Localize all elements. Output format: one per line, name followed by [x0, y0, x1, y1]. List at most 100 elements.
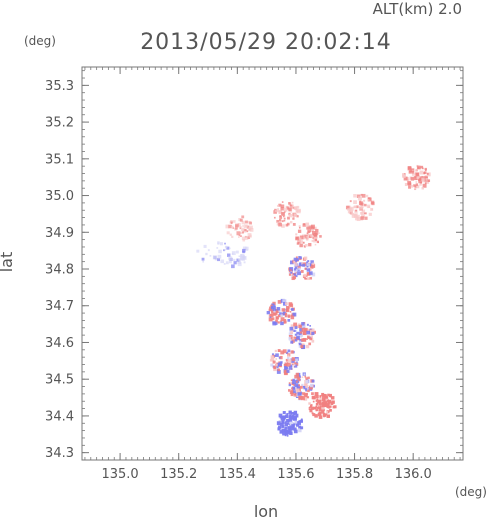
data-cell — [270, 310, 275, 314]
data-cell — [278, 413, 283, 418]
data-cell — [411, 170, 414, 174]
data-cell — [269, 358, 273, 362]
data-cell — [329, 395, 332, 398]
data-cell — [289, 267, 294, 272]
data-cell — [285, 308, 290, 313]
data-cell — [299, 235, 304, 240]
data-field — [196, 164, 431, 437]
data-cell — [207, 249, 210, 252]
data-cell — [209, 254, 212, 257]
data-cell — [293, 322, 298, 327]
data-cell — [277, 368, 281, 372]
data-cell — [408, 185, 412, 189]
x-unit-label: (deg) — [455, 485, 487, 499]
data-cell — [288, 213, 293, 218]
data-cell — [281, 425, 285, 428]
data-cell — [310, 228, 314, 232]
data-cell — [293, 427, 297, 431]
data-cell — [269, 313, 273, 317]
data-cell — [311, 412, 314, 415]
data-cell — [302, 223, 306, 227]
data-cell — [330, 402, 334, 406]
data-cell — [205, 252, 208, 256]
data-cell — [288, 382, 291, 385]
data-cell — [220, 259, 225, 264]
data-cell — [321, 403, 326, 408]
data-region — [345, 193, 375, 222]
data-cell — [299, 262, 303, 266]
data-cell — [355, 209, 357, 212]
data-cell — [280, 317, 285, 322]
data-cell — [283, 320, 287, 324]
data-cell — [292, 378, 295, 382]
data-cell — [294, 326, 298, 330]
data-cell — [306, 261, 308, 264]
data-cell — [278, 362, 282, 366]
data-cell — [274, 349, 277, 353]
data-cell — [294, 271, 298, 276]
data-cell — [309, 277, 313, 280]
data-cell — [288, 418, 293, 422]
data-cell — [283, 418, 286, 421]
data-cell — [286, 207, 289, 210]
data-cell — [299, 419, 303, 423]
data-cell — [282, 411, 286, 415]
data-cell — [293, 423, 296, 426]
data-cell — [294, 213, 297, 216]
data-cell — [295, 380, 298, 383]
data-cell — [243, 224, 248, 229]
data-cell — [303, 397, 308, 401]
data-cell — [270, 305, 274, 309]
data-cell — [284, 421, 287, 424]
data-cell — [282, 301, 287, 306]
data-cell — [237, 222, 241, 227]
data-cell — [420, 165, 424, 169]
y-tick-label: 35.2 — [45, 116, 74, 131]
data-cell — [269, 306, 273, 310]
data-cell — [311, 331, 315, 335]
data-cell — [237, 260, 242, 264]
data-cell — [290, 324, 295, 329]
data-cell — [315, 399, 318, 402]
data-cell — [288, 429, 291, 432]
data-cell — [306, 396, 310, 399]
data-cell — [305, 222, 310, 227]
data-cell — [303, 223, 305, 225]
data-cell — [418, 179, 423, 184]
data-cell — [290, 340, 294, 344]
data-cell — [236, 231, 241, 236]
data-cell — [293, 257, 297, 261]
data-cell — [421, 187, 424, 190]
data-cell — [299, 240, 303, 244]
data-cell — [287, 419, 290, 423]
data-cell — [273, 367, 277, 372]
data-cell — [297, 271, 302, 276]
data-cell — [402, 174, 406, 178]
data-cell — [305, 277, 307, 280]
data-cell — [298, 267, 301, 271]
data-cell — [308, 402, 311, 405]
data-cell — [296, 375, 300, 379]
data-cell — [298, 323, 301, 327]
data-cell — [306, 235, 310, 239]
data-cell — [365, 194, 369, 198]
data-cell — [422, 183, 427, 188]
data-cell — [356, 194, 361, 198]
data-cell — [295, 388, 300, 393]
data-cell — [293, 259, 298, 264]
data-cell — [248, 234, 252, 238]
data-cell — [418, 178, 421, 182]
data-cell — [300, 338, 304, 342]
data-cell — [321, 402, 324, 405]
data-cell — [310, 406, 314, 410]
data-cell — [298, 237, 302, 241]
data-cell — [281, 201, 284, 203]
data-cell — [354, 216, 359, 221]
data-cell — [275, 363, 278, 367]
data-cell — [235, 226, 238, 230]
data-cell — [228, 247, 231, 250]
data-cell — [275, 310, 279, 314]
data-cell — [244, 228, 247, 232]
data-cell — [273, 310, 276, 313]
data-cell — [278, 210, 283, 215]
